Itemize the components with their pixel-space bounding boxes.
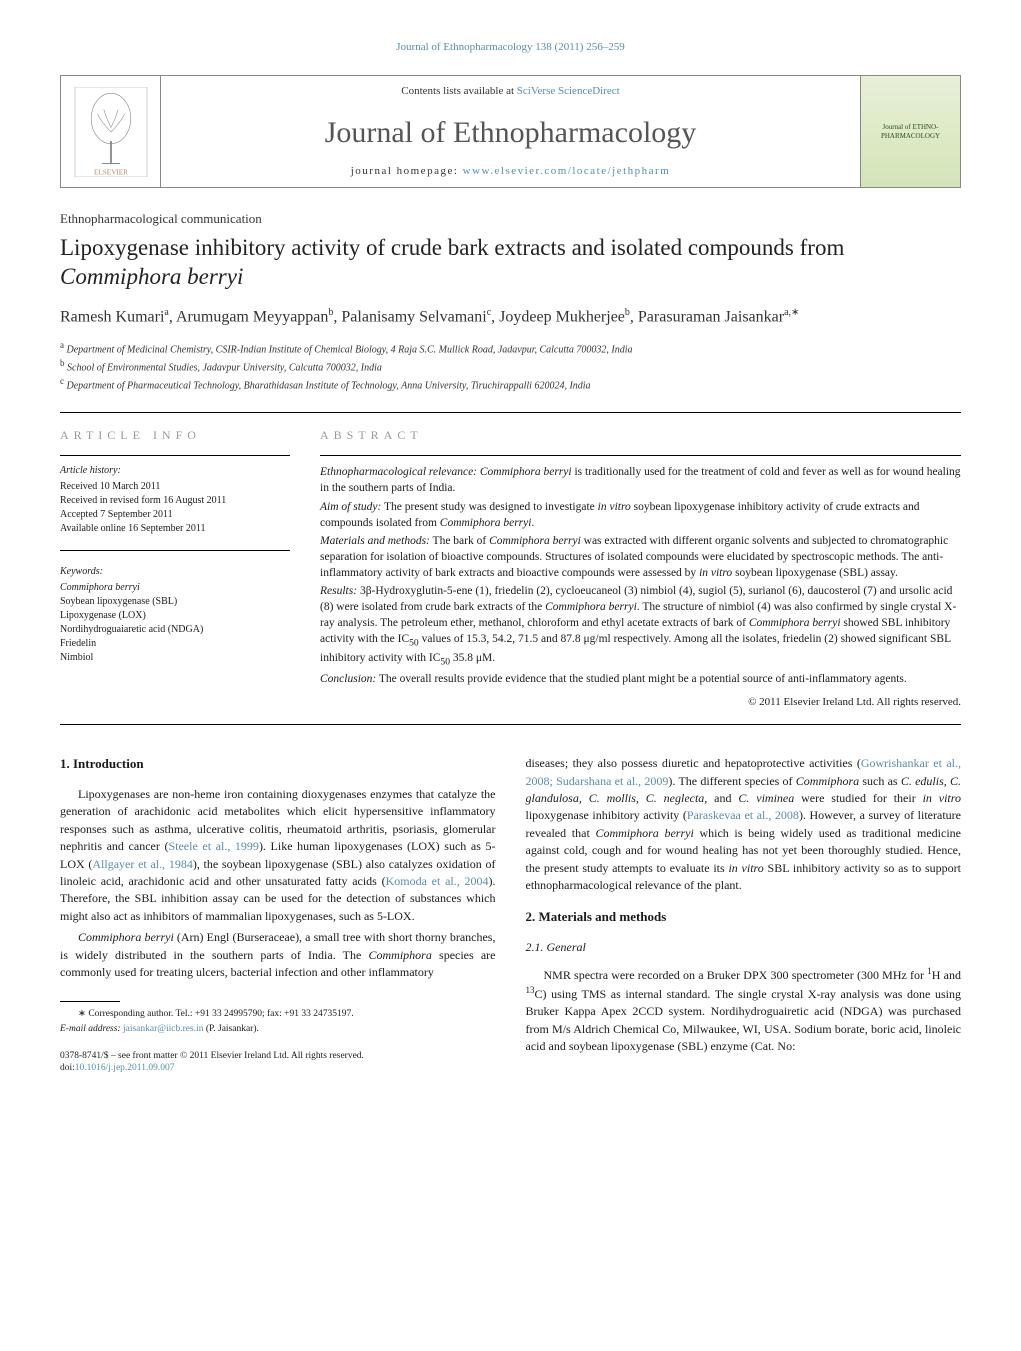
history-item: Accepted 7 September 2011 bbox=[60, 508, 290, 522]
section-2-1-heading: 2.1. General bbox=[526, 939, 962, 956]
contents-line: Contents lists available at SciVerse Sci… bbox=[401, 84, 619, 99]
keyword: Friedelin bbox=[60, 637, 290, 651]
title-species: Commiphora berryi bbox=[60, 264, 243, 289]
abstract-para: Materials and methods: The bark of Commi… bbox=[320, 533, 961, 581]
homepage-pre: journal homepage: bbox=[351, 165, 463, 177]
abstract-col: ABSTRACT Ethnopharmacological relevance:… bbox=[320, 413, 961, 711]
homepage-link[interactable]: www.elsevier.com/locate/jethpharm bbox=[463, 165, 671, 177]
communication-type: Ethnopharmacological communication bbox=[60, 210, 961, 228]
abstract-label: ABSTRACT bbox=[320, 427, 961, 444]
rule-bottom bbox=[60, 724, 961, 725]
affiliation: b School of Environmental Studies, Jadav… bbox=[60, 357, 961, 375]
history-item: Received 10 March 2011 bbox=[60, 480, 290, 494]
journal-homepage: journal homepage: www.elsevier.com/locat… bbox=[351, 164, 671, 179]
column-right: diseases; they also possess diuretic and… bbox=[526, 755, 962, 1074]
keyword: Soybean lipoxygenase (SBL) bbox=[60, 595, 290, 609]
email-line: E-mail address: jaisankar@iicb.res.in (P… bbox=[60, 1023, 496, 1036]
info-rule bbox=[60, 455, 290, 456]
info-abstract-row: ARTICLE INFO Article history: Received 1… bbox=[60, 413, 961, 711]
email-label: E-mail address: bbox=[60, 1024, 123, 1034]
email-link[interactable]: jaisankar@iicb.res.in bbox=[123, 1024, 204, 1034]
abstract-text: Ethnopharmacological relevance: Commipho… bbox=[320, 464, 961, 686]
history-item: Available online 16 September 2011 bbox=[60, 522, 290, 536]
doi-pre: doi: bbox=[60, 1063, 75, 1073]
keyword: Nordihydroguaiaretic acid (NDGA) bbox=[60, 623, 290, 637]
keywords-label: Keywords: bbox=[60, 565, 290, 579]
corresponding-author: ∗ Corresponding author. Tel.: +91 33 249… bbox=[60, 1008, 496, 1021]
history-list: Received 10 March 2011Received in revise… bbox=[60, 480, 290, 536]
doi-link[interactable]: 10.1016/j.jep.2011.09.007 bbox=[75, 1063, 175, 1073]
kw-rule bbox=[60, 550, 290, 551]
ref-link[interactable]: Steele et al., 1999 bbox=[168, 839, 258, 853]
history-label: Article history: bbox=[60, 464, 290, 478]
abstract-para: Ethnopharmacological relevance: Commipho… bbox=[320, 464, 961, 496]
abstract-para: Aim of study: The present study was desi… bbox=[320, 499, 961, 531]
elsevier-tree-icon: ELSEVIER bbox=[71, 87, 151, 177]
abstract-copyright: © 2011 Elsevier Ireland Ltd. All rights … bbox=[320, 695, 961, 710]
keyword: Commiphora berryi bbox=[60, 581, 290, 595]
section-1-heading: 1. Introduction bbox=[60, 755, 496, 774]
cover-text: Journal of ETHNO- PHARMACOLOGY bbox=[861, 119, 960, 144]
publisher-logo: ELSEVIER bbox=[61, 76, 161, 187]
keyword: Lipoxygenase (LOX) bbox=[60, 609, 290, 623]
ref-link[interactable]: Paraskevaa et al., 2008 bbox=[687, 808, 799, 822]
footer: 0378-8741/$ – see front matter © 2011 El… bbox=[60, 1050, 496, 1075]
abs-rule bbox=[320, 455, 961, 456]
keyword: Nimbiol bbox=[60, 651, 290, 665]
article-title: Lipoxygenase inhibitory activity of crud… bbox=[60, 234, 961, 292]
masthead-center: Contents lists available at SciVerse Sci… bbox=[161, 76, 860, 187]
intro-p1: Lipoxygenases are non-heme iron containi… bbox=[60, 786, 496, 925]
ref-link[interactable]: Komoda et al., 2004 bbox=[386, 874, 489, 888]
journal-name: Journal of Ethnopharmacology bbox=[325, 112, 697, 154]
contents-pre: Contents lists available at bbox=[401, 85, 516, 97]
issn-line: 0378-8741/$ – see front matter © 2011 El… bbox=[60, 1050, 496, 1062]
ref-link[interactable]: Gowrishankar et al., 2008; Sudarshana et… bbox=[526, 756, 962, 787]
masthead: ELSEVIER Contents lists available at Sci… bbox=[60, 75, 961, 188]
authors: Ramesh Kumaria, Arumugam Meyyappanb, Pal… bbox=[60, 306, 961, 329]
ref-link[interactable]: Allgayer et al., 1984 bbox=[92, 857, 192, 871]
article-info-col: ARTICLE INFO Article history: Received 1… bbox=[60, 413, 290, 711]
intro-p2: Commiphora berryi (Arn) Engl (Burseracea… bbox=[60, 929, 496, 981]
running-header: Journal of Ethnopharmacology 138 (2011) … bbox=[60, 40, 961, 55]
affiliation: c Department of Pharmaceutical Technolog… bbox=[60, 375, 961, 393]
s2-1-p1: NMR spectra were recorded on a Bruker DP… bbox=[526, 965, 962, 1056]
svg-text:ELSEVIER: ELSEVIER bbox=[94, 168, 128, 176]
history-item: Received in revised form 16 August 2011 bbox=[60, 494, 290, 508]
doi-line: doi:10.1016/j.jep.2011.09.007 bbox=[60, 1062, 496, 1074]
footnote: ∗ Corresponding author. Tel.: +91 33 249… bbox=[60, 1008, 496, 1036]
affiliations: a Department of Medicinal Chemistry, CSI… bbox=[60, 339, 961, 394]
body-columns: 1. Introduction Lipoxygenases are non-he… bbox=[60, 755, 961, 1074]
abstract-para: Conclusion: The overall results provide … bbox=[320, 671, 961, 687]
footnote-rule bbox=[60, 1001, 120, 1002]
sciencedirect-link[interactable]: SciVerse ScienceDirect bbox=[517, 85, 620, 97]
keywords-list: Commiphora berryiSoybean lipoxygenase (S… bbox=[60, 581, 290, 665]
affiliation: a Department of Medicinal Chemistry, CSI… bbox=[60, 339, 961, 357]
col2-p1: diseases; they also possess diuretic and… bbox=[526, 755, 962, 894]
abstract-para: Results: 3β-Hydroxyglutin-5-ene (1), fri… bbox=[320, 583, 961, 669]
email-owner: (P. Jaisankar). bbox=[203, 1024, 258, 1034]
title-text: Lipoxygenase inhibitory activity of crud… bbox=[60, 235, 844, 260]
column-left: 1. Introduction Lipoxygenases are non-he… bbox=[60, 755, 496, 1074]
journal-cover-thumb: Journal of ETHNO- PHARMACOLOGY bbox=[860, 76, 960, 187]
article-info-label: ARTICLE INFO bbox=[60, 427, 290, 444]
section-2-heading: 2. Materials and methods bbox=[526, 908, 962, 927]
